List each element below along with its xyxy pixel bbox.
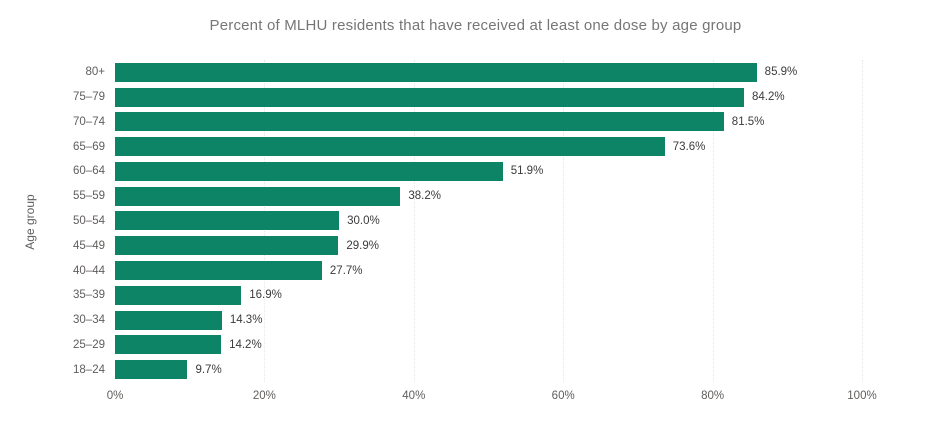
bar-track: 29.9% [115, 236, 862, 256]
bar-track: 84.2% [115, 87, 862, 107]
x-tick-label: 60% [551, 390, 575, 402]
chart-title: Percent of MLHU residents that have rece… [209, 17, 742, 34]
bar[interactable] [115, 112, 724, 132]
bar-row: 75–79 84.2% [0, 85, 862, 110]
value-label: 85.9% [764, 66, 798, 79]
bar-track: 85.9% [115, 62, 862, 82]
gridline [862, 60, 863, 382]
bar[interactable] [115, 335, 222, 355]
bar[interactable] [115, 211, 340, 231]
bar-row: 55–59 38.2% [0, 184, 862, 209]
bar[interactable] [115, 360, 188, 380]
value-label: 27.7% [329, 264, 363, 277]
bar-row: 35–39 16.9% [0, 283, 862, 308]
value-label: 81.5% [731, 115, 765, 128]
bar[interactable] [115, 137, 665, 157]
bar-rows: 80+ 85.9% 75–79 84.2% 70–74 81.5% 65–69 73.6% 60… [0, 60, 862, 382]
category-label: 35–39 [73, 289, 105, 302]
value-label: 14.3% [229, 314, 263, 327]
value-label: 14.2% [229, 338, 262, 351]
bar-track: 81.5% [115, 112, 862, 132]
bar-row: 30–34 14.3% [0, 308, 862, 333]
bar-row: 18–24 9.7% [0, 357, 862, 382]
value-label: 29.9% [346, 239, 379, 252]
bar[interactable] [115, 62, 757, 82]
bar-row: 50–54 30.0% [0, 209, 862, 234]
bar[interactable] [115, 236, 339, 256]
category-label: 40–44 [73, 264, 105, 277]
bar[interactable] [115, 87, 744, 107]
category-label: 18–24 [73, 363, 105, 376]
bar-track: 30.0% [115, 211, 862, 231]
value-label: 84.2% [751, 91, 785, 104]
category-label: 55–59 [73, 190, 105, 203]
category-label: 75–79 [73, 91, 105, 104]
bar[interactable] [115, 261, 322, 280]
category-label: 80+ [85, 66, 105, 79]
category-label: 30–34 [73, 314, 105, 327]
value-label: 51.9% [510, 165, 544, 178]
category-label: 25–29 [73, 338, 105, 351]
value-label: 16.9% [249, 289, 282, 302]
category-label: 50–54 [73, 214, 105, 227]
value-label: 38.2% [408, 190, 441, 203]
x-axis: 0% 20% 40% 60% 80% 100% [107, 390, 877, 406]
x-tick-label: 80% [701, 390, 725, 402]
value-label: 30.0% [347, 214, 380, 227]
x-tick-label: 100% [847, 390, 877, 402]
category-label: 60–64 [73, 165, 105, 178]
bar[interactable] [115, 285, 242, 305]
bar-row: 25–29 14.2% [0, 332, 862, 357]
bar-track: 14.3% [115, 310, 862, 330]
bar-track: 38.2% [115, 186, 862, 206]
bar-row: 70–74 81.5% [0, 110, 862, 135]
value-label: 73.6% [672, 140, 706, 153]
category-label: 70–74 [73, 115, 105, 128]
category-label: 65–69 [73, 140, 105, 153]
x-tick-label: 40% [402, 390, 426, 402]
bar[interactable] [115, 186, 401, 206]
bar-row: 65–69 73.6% [0, 134, 862, 159]
bar-track: 9.7% [115, 360, 862, 380]
x-tick-label: 0% [106, 390, 124, 402]
bar-row: 60–64 51.9% [0, 159, 862, 184]
bar[interactable] [115, 161, 503, 181]
bar-track: 51.9% [115, 161, 862, 181]
bar-track: 73.6% [115, 137, 862, 157]
bar-track: 27.7% [115, 261, 862, 280]
bar-row: 80+ 85.9% [0, 60, 862, 85]
x-tick-label: 20% [252, 390, 276, 402]
bar-row: 45–49 29.9% [0, 233, 862, 258]
category-label: 45–49 [73, 239, 105, 252]
bar-row: 40–44 27.7% [0, 258, 862, 283]
bar[interactable] [115, 310, 222, 330]
bar-track: 16.9% [115, 285, 862, 305]
bar-track: 14.2% [115, 335, 862, 355]
value-label: 9.7% [195, 363, 222, 376]
